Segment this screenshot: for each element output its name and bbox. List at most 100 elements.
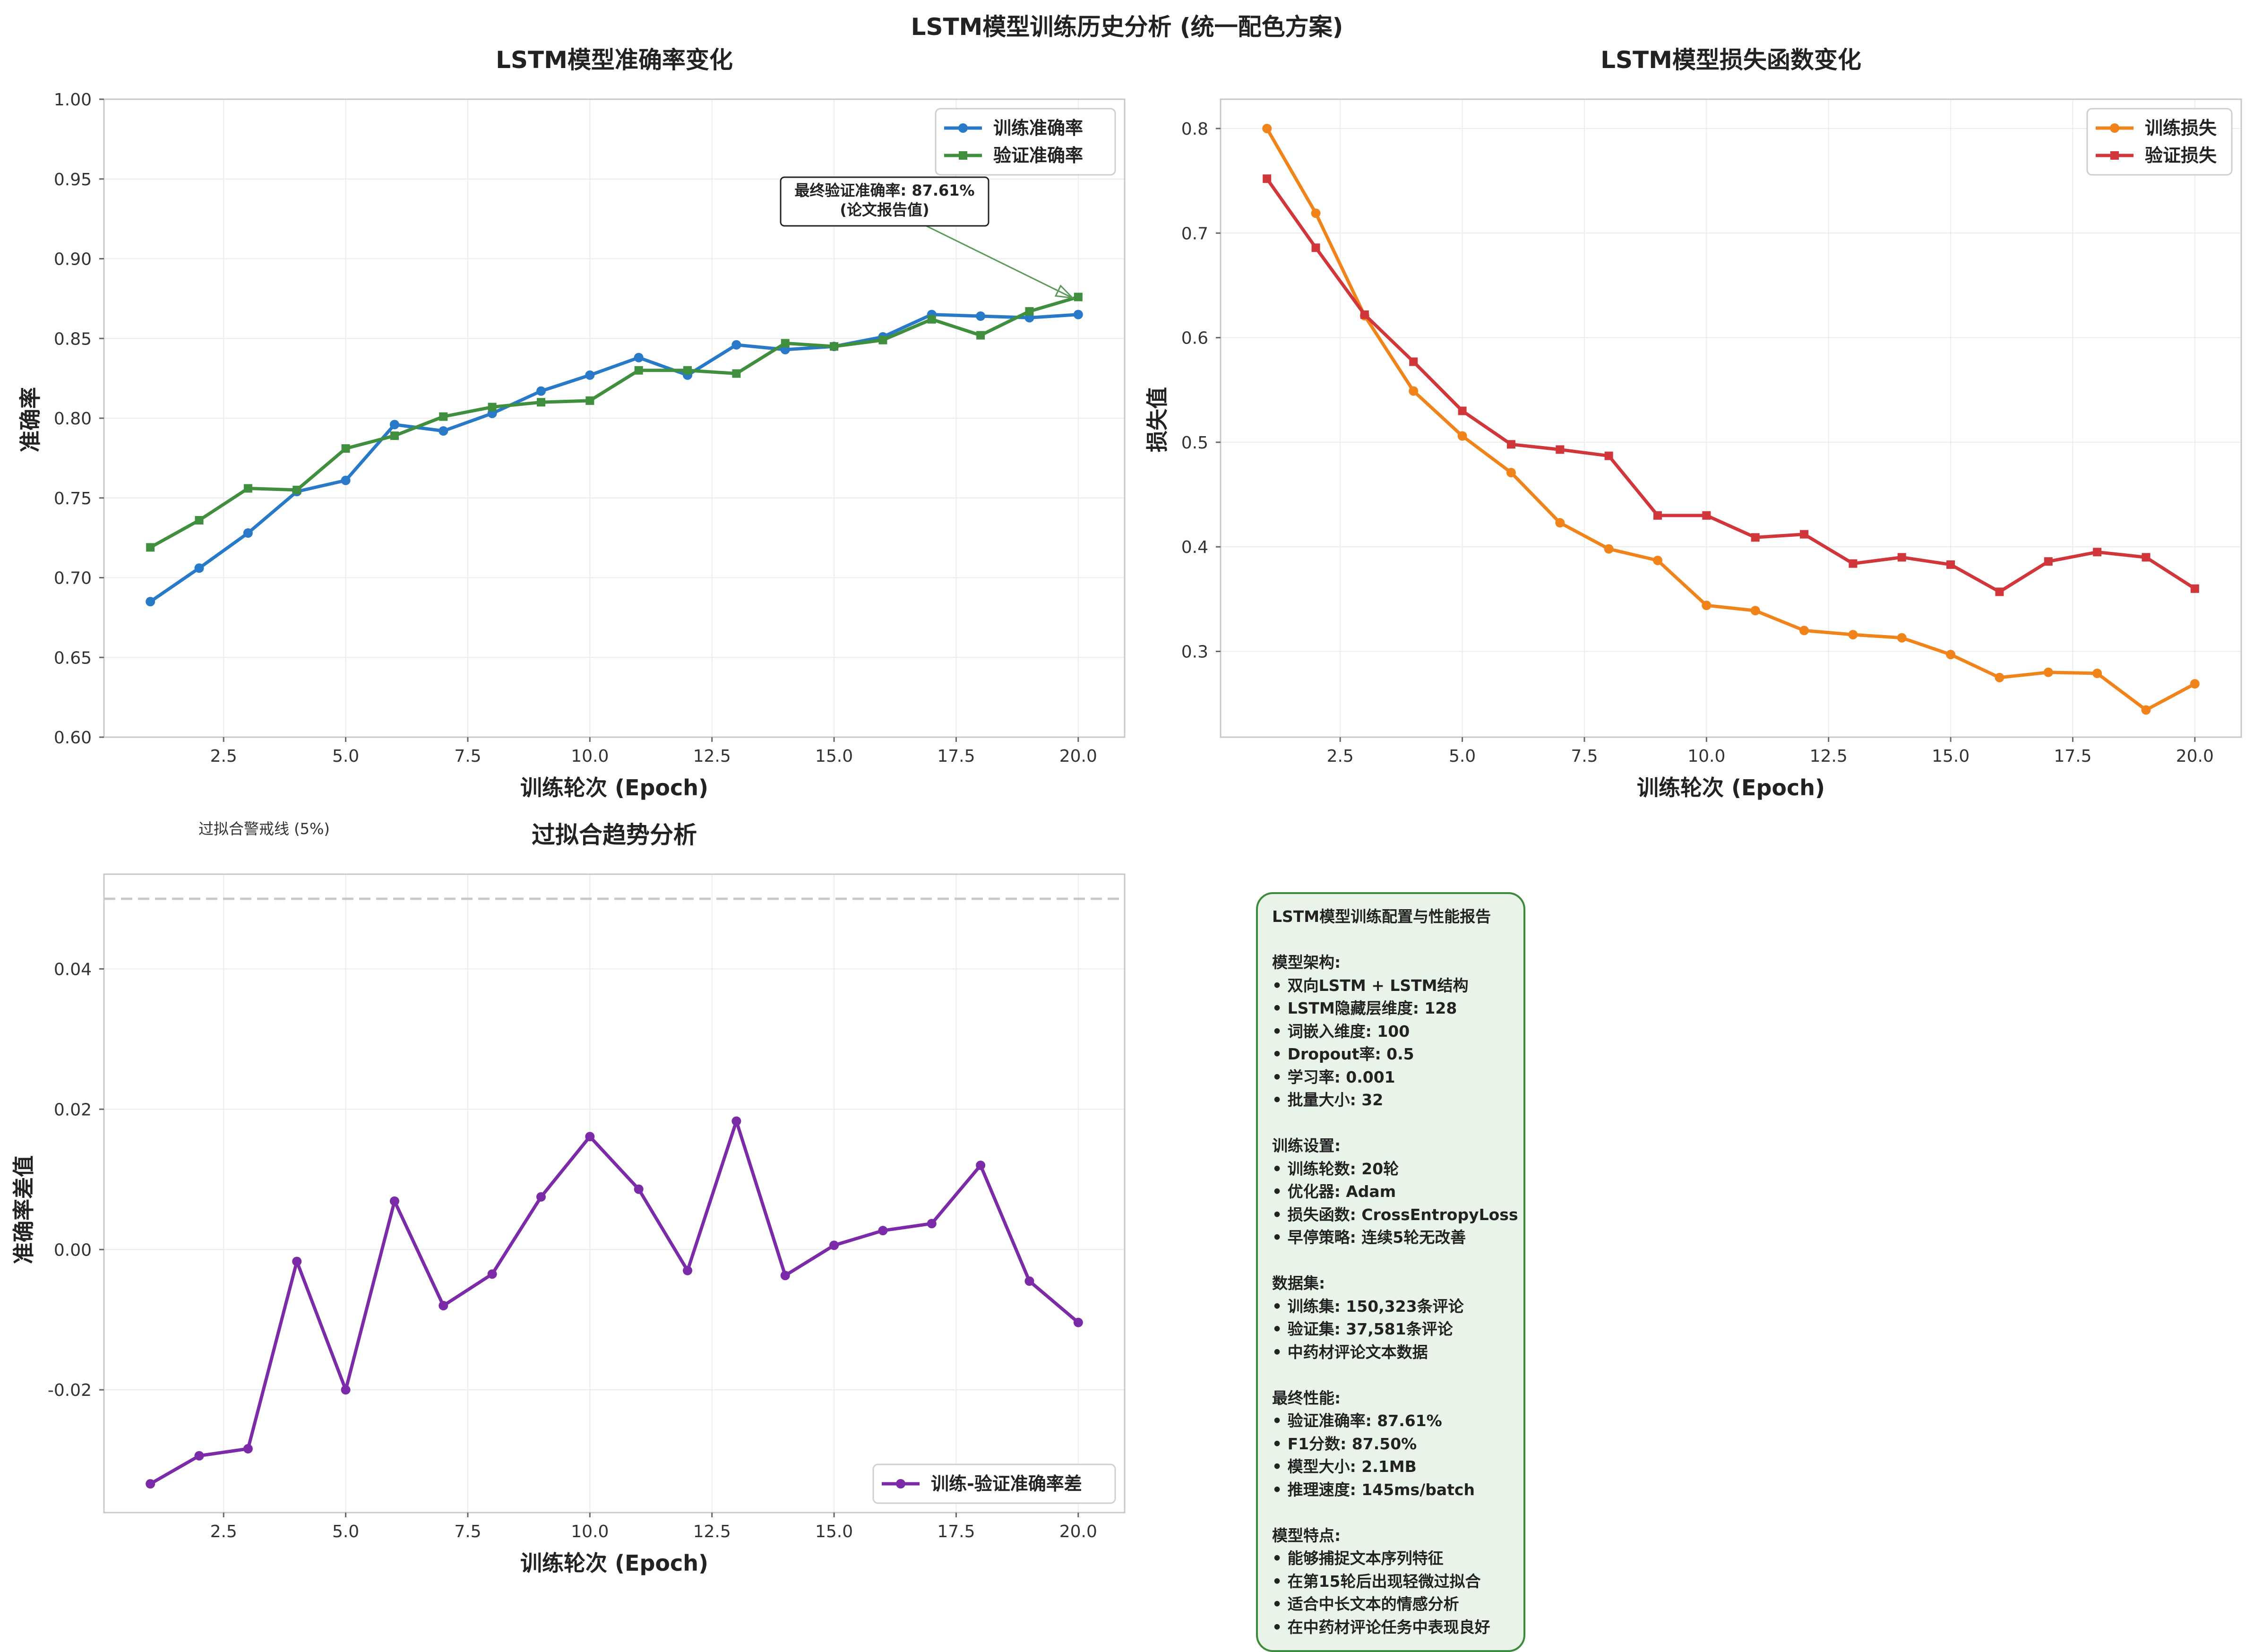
accuracy-series-1-point <box>389 420 399 430</box>
info-line: • 训练轮数: 20轮 <box>1272 1159 1399 1178</box>
loss-series-2-point <box>1653 511 1662 520</box>
loss-ytick-label: 0.3 <box>1181 643 1208 662</box>
accuracy-series-2-point <box>1074 293 1083 301</box>
loss-series-1-point <box>1995 672 2005 682</box>
info-line: LSTM模型训练配置与性能报告 <box>1272 907 1491 926</box>
accuracy-series-1-point <box>536 386 546 396</box>
loss-series-1-point <box>2092 669 2102 678</box>
info-line <box>1272 1501 1509 1524</box>
overfitting-ytick-label: 0.00 <box>54 1240 92 1260</box>
info-line: 模型架构: <box>1272 953 1341 972</box>
loss-chart-title: LSTM模型损失函数变化 <box>1600 46 1861 74</box>
accuracy-series-2-point <box>536 398 545 407</box>
accuracy-series-2-line <box>149 295 1079 549</box>
overfitting-series-1-point <box>927 1219 937 1229</box>
loss-series-1-point <box>1555 518 1565 528</box>
annotation-line2: (论文报告值) <box>840 201 929 219</box>
loss-series-2-point <box>1751 533 1760 542</box>
accuracy-series-1-point <box>194 563 204 573</box>
overfitting-xtick-label: 5.0 <box>332 1522 359 1541</box>
loss-series-2-point <box>1409 357 1418 366</box>
info-line: • 早停策略: 连续5轮无改善 <box>1272 1228 1466 1247</box>
accuracy-series-2-point <box>976 331 985 340</box>
info-line: • 训练集: 150,323条评论 <box>1272 1297 1464 1316</box>
loss-legend-label: 验证损失 <box>2145 145 2217 166</box>
loss-chart-xlabel: 训练轮次 (Epoch) <box>1637 775 1825 800</box>
info-line: • 验证准确率: 87.61% <box>1272 1411 1442 1430</box>
info-line <box>1272 1364 1509 1387</box>
loss-xtick-label: 2.5 <box>1327 747 1354 766</box>
accuracy-series-2-point <box>634 366 643 375</box>
accuracy-series-1-point <box>585 370 595 380</box>
loss-series-2-point <box>1897 553 1906 562</box>
loss-legend-label: 训练损失 <box>2145 118 2217 138</box>
loss-series-1-line <box>1265 128 2196 712</box>
accuracy-series-2-point <box>341 444 350 453</box>
accuracy-ytick-label: 0.90 <box>54 250 92 269</box>
accuracy-series-2-point <box>488 403 497 412</box>
overfitting-ytick-label: 0.02 <box>54 1100 92 1119</box>
loss-series-2-point <box>1556 445 1565 454</box>
loss-legend-box <box>2086 108 2233 176</box>
info-line: 数据集: <box>1272 1274 1325 1292</box>
accuracy-ytick-label: 0.60 <box>54 728 92 748</box>
overfitting-series-1-point <box>780 1271 790 1281</box>
overfitting-series-1-point <box>292 1256 302 1266</box>
loss-series-1-point <box>1702 601 1712 611</box>
accuracy-series-1-point <box>243 528 253 538</box>
info-line: • 损失函数: CrossEntropyLoss <box>1272 1205 1518 1224</box>
loss-xtick-label: 20.0 <box>2176 747 2214 766</box>
loss-series-1-point <box>1946 650 1956 660</box>
info-line: 训练设置: <box>1272 1136 1341 1155</box>
loss-series-2-point <box>1702 511 1711 520</box>
info-line: • 验证集: 37,581条评论 <box>1272 1320 1453 1338</box>
accuracy-ytick-label: 1.00 <box>54 90 92 110</box>
overfitting-plot-area <box>103 873 1126 1514</box>
overfitting-series-1-point <box>389 1196 399 1206</box>
info-line: • LSTM隐藏层维度: 128 <box>1272 999 1457 1017</box>
accuracy-chart-title: LSTM模型准确率变化 <box>496 46 733 74</box>
info-line: • 中药材评论文本数据 <box>1272 1342 1428 1361</box>
loss-series-1-point <box>1652 555 1662 565</box>
accuracy-series-2-point <box>439 412 448 421</box>
loss-series-2-point <box>2044 557 2053 566</box>
overfitting-series-1-point <box>243 1444 253 1454</box>
info-line: • 能够捕捉文本序列特征 <box>1272 1549 1444 1567</box>
loss-series-1-point <box>2190 679 2200 689</box>
loss-series-2-point <box>1263 174 1272 183</box>
overfitting-chart-ylabel: 准确率差值 <box>11 1155 36 1264</box>
accuracy-chart: LSTM模型准确率变化 训练轮次 (Epoch) 准确率 2.5 5.0 7.5 10… <box>17 46 1126 800</box>
overfitting-xtick-label: 20.0 <box>1059 1522 1097 1541</box>
overfitting-xtick-label: 17.5 <box>937 1522 975 1541</box>
loss-xtick-label: 5.0 <box>1449 747 1476 766</box>
loss-legend-marker <box>2110 151 2119 160</box>
figure-suptitle: LSTM模型训练历史分析 (统一配色方案) <box>911 13 1343 41</box>
accuracy-series-2-point <box>683 366 692 375</box>
loss-xtick-label: 7.5 <box>1571 747 1598 766</box>
accuracy-series-2-point <box>878 336 887 344</box>
info-line: • 优化器: Adam <box>1272 1182 1396 1201</box>
loss-series-1-point <box>1799 626 1809 636</box>
loss-series-1-point <box>1604 544 1614 554</box>
loss-series-2-point <box>1506 440 1515 449</box>
accuracy-ytick-label: 0.70 <box>54 569 92 588</box>
loss-series-2-point <box>2190 584 2199 593</box>
loss-series-2-point <box>1946 560 1955 569</box>
accuracy-series-1-point <box>634 353 644 362</box>
annotation-line1: 最终验证准确率: 87.61% <box>794 181 974 199</box>
accuracy-series-1-line <box>149 313 1079 603</box>
info-line <box>1272 929 1509 952</box>
loss-series-1-point <box>1848 630 1858 640</box>
overfitting-xtick-label: 7.5 <box>454 1522 481 1541</box>
loss-xtick-label: 10.0 <box>1687 747 1725 766</box>
info-line: • 批量大小: 32 <box>1272 1091 1384 1109</box>
info-line <box>1272 1249 1509 1273</box>
accuracy-series-2-point <box>830 342 839 351</box>
overfitting-ytick-label: 0.04 <box>54 960 92 979</box>
info-line: • 推理速度: 145ms/batch <box>1272 1480 1475 1499</box>
accuracy-series-2-point <box>293 485 301 494</box>
accuracy-chart-ylabel: 准确率 <box>17 387 43 452</box>
